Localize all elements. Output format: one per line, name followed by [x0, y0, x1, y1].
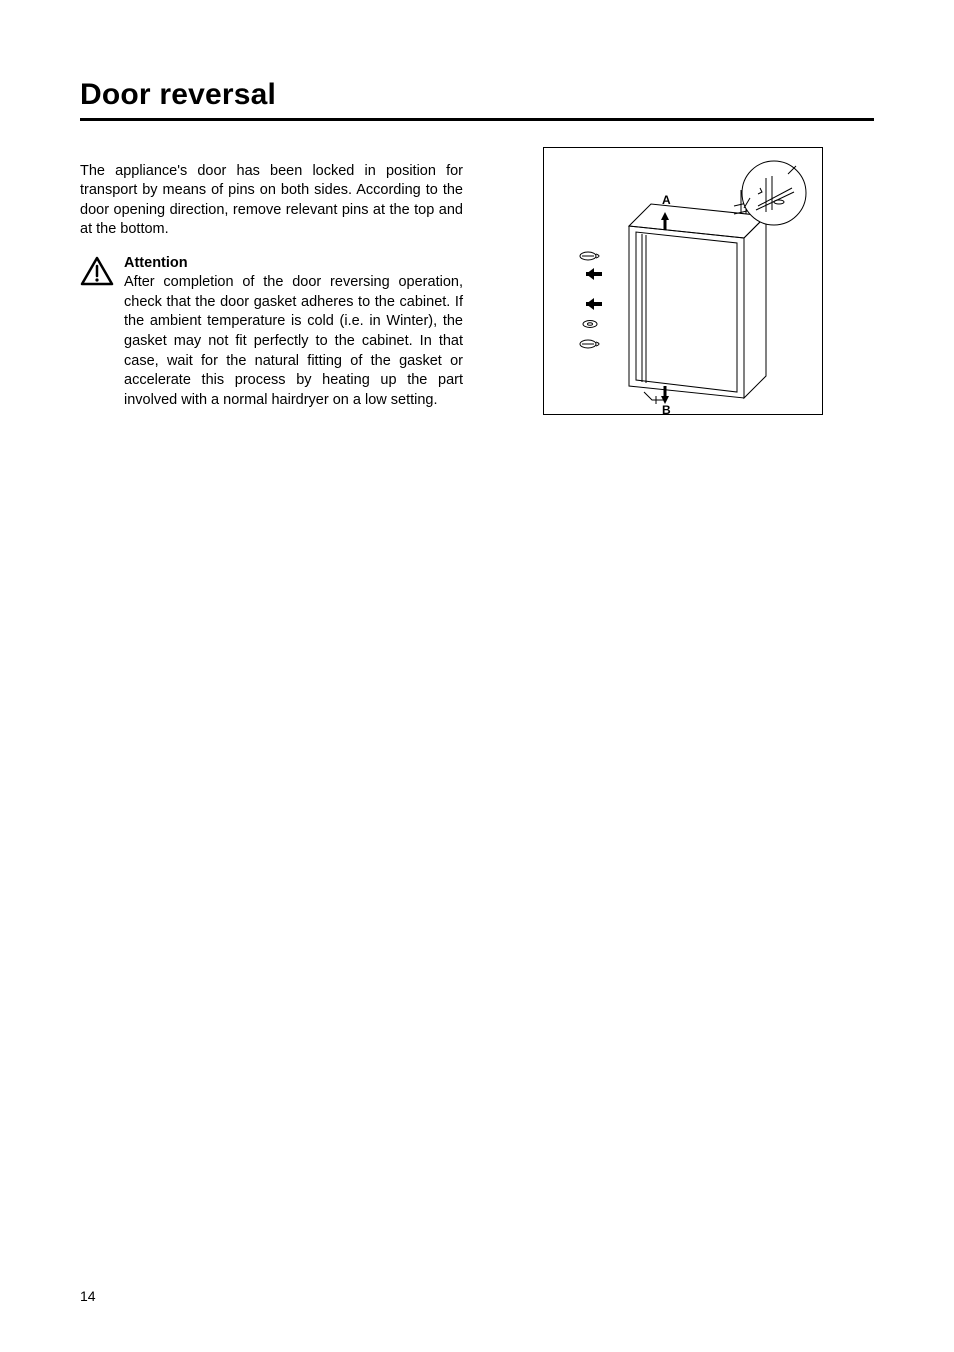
warning-icon	[80, 254, 116, 411]
attention-heading: Attention	[124, 255, 188, 271]
manual-page: Door reversal The appliance's door has b…	[0, 0, 954, 1352]
title-rule	[80, 118, 874, 121]
attention-block: Attention After completion of the door r…	[80, 254, 463, 411]
diagram-label-a: A	[662, 193, 671, 207]
attention-text: Attention After completion of the door r…	[124, 254, 463, 411]
right-column: A B	[491, 147, 874, 415]
diagram-label-b: B	[662, 403, 671, 416]
intro-paragraph: The appliance's door has been locked in …	[80, 162, 463, 240]
door-reversal-diagram: A B	[543, 147, 823, 415]
content-columns: The appliance's door has been locked in …	[80, 147, 874, 415]
attention-body: After completion of the door reversing o…	[124, 274, 463, 407]
page-title: Door reversal	[80, 78, 874, 112]
left-column: The appliance's door has been locked in …	[80, 147, 463, 415]
page-number: 14	[80, 1288, 96, 1304]
